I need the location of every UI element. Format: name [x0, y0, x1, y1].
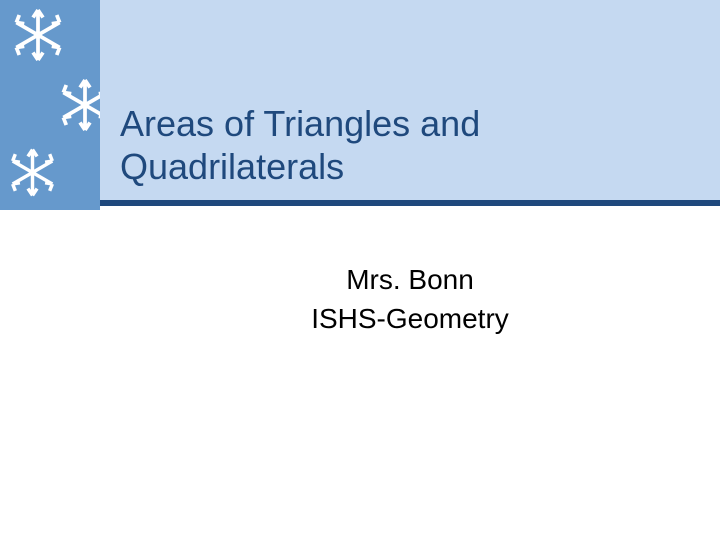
slide-title: Areas of Triangles and Quadrilaterals — [120, 102, 700, 188]
snowflake-icon — [5, 145, 60, 200]
snowflake-icon — [8, 5, 68, 65]
header-region: Areas of Triangles and Quadrilaterals — [0, 0, 720, 210]
title-block: Areas of Triangles and Quadrilaterals — [100, 0, 720, 200]
body-content: Mrs. Bonn ISHS-Geometry — [100, 260, 720, 338]
snowflake-icon — [55, 75, 100, 135]
subtitle-author: Mrs. Bonn — [100, 260, 720, 299]
title-divider — [100, 200, 720, 206]
decorative-sidebar — [0, 0, 100, 210]
subtitle-course: ISHS-Geometry — [100, 299, 720, 338]
